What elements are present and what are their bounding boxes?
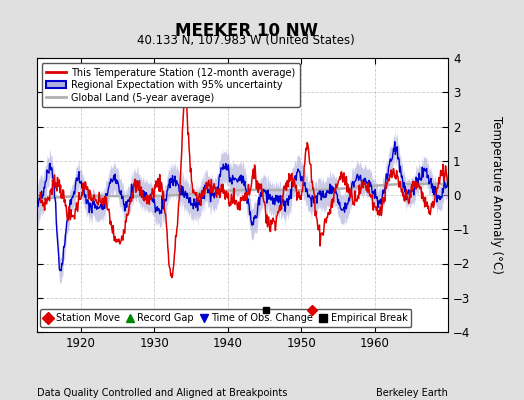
Text: Berkeley Earth: Berkeley Earth [376, 388, 448, 398]
Text: Data Quality Controlled and Aligned at Breakpoints: Data Quality Controlled and Aligned at B… [37, 388, 287, 398]
Y-axis label: Temperature Anomaly (°C): Temperature Anomaly (°C) [490, 116, 503, 274]
Text: MEEKER 10 NW: MEEKER 10 NW [175, 22, 318, 40]
Legend: Station Move, Record Gap, Time of Obs. Change, Empirical Break: Station Move, Record Gap, Time of Obs. C… [40, 309, 411, 327]
Text: 40.133 N, 107.983 W (United States): 40.133 N, 107.983 W (United States) [137, 34, 355, 47]
